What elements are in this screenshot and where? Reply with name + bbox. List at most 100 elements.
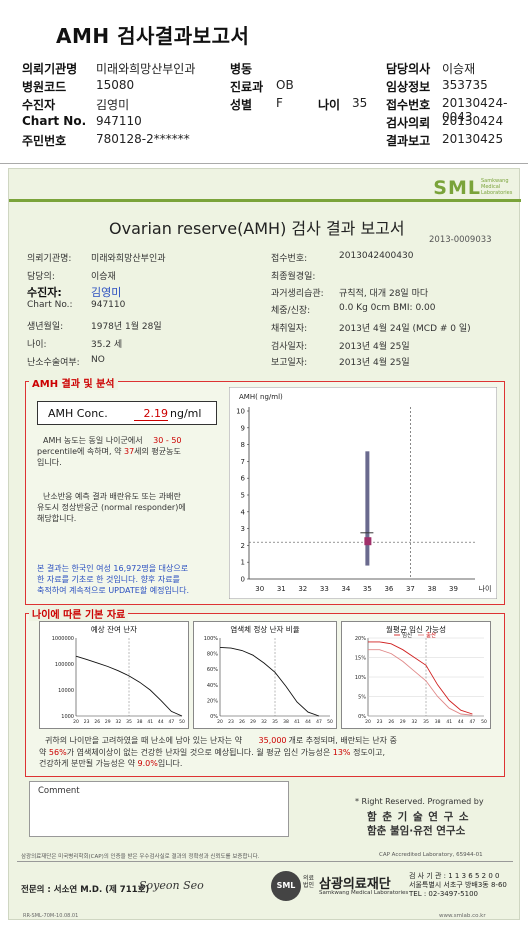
- header-label: 나이: [318, 98, 341, 112]
- header-value: 780128-2******: [96, 132, 190, 146]
- info-label: 생년월일:: [27, 322, 64, 332]
- specialist: 전문의 : 서소연 M.D. (제 711호): [21, 885, 150, 895]
- age-section-title: 나이에 따른 기본 자료: [29, 606, 129, 621]
- info-label: 난소수술여부:: [27, 358, 80, 368]
- header-label: 병원코드: [22, 80, 67, 94]
- mini-x-tick-label: 29: [250, 719, 256, 725]
- y-tick-label: 3: [241, 525, 245, 533]
- mini-x-tick-label: 35: [126, 719, 132, 725]
- lab-contact: 검 사 기 관 : 1 1 3 6 5 2 0 0 서울특별시 서초구 방배3동…: [409, 872, 507, 899]
- y-tick-label: 2: [241, 542, 245, 550]
- y-tick-label: 8: [241, 441, 245, 449]
- info-value: 1978년 1월 28일: [91, 322, 162, 332]
- sml-logo: SML: [433, 177, 481, 199]
- legend-birth-label: 출산: [426, 632, 436, 639]
- info-value: 2013년 4월 25일: [339, 358, 410, 368]
- summary-2c: 가 염색체이상이 없는 건강한 난자일 것으로 예상됩니다. 월 평균 임신 가…: [66, 747, 331, 757]
- header-label: Chart No.: [22, 114, 87, 128]
- info-value: 947110: [91, 300, 126, 310]
- mini-chart-normal-title: 염색체 정상 난자 비율: [230, 625, 300, 634]
- foundation-name: 삼광의료재단: [319, 877, 391, 892]
- mini-chart-eggs-title: 예상 잔여 난자: [90, 625, 138, 634]
- info-value: 2013042400430: [339, 251, 414, 261]
- legend-pregnancy-label: 임신: [402, 632, 412, 639]
- summary-birth-rate: 9.0%: [137, 759, 158, 768]
- mini-x-tick-label: 26: [94, 719, 100, 725]
- header-label: 임상정보: [386, 80, 431, 94]
- summary-3a: 건강하게 분만될 가능성은 약: [39, 759, 135, 768]
- header-value: F: [276, 96, 283, 110]
- y-tick-label: 5: [241, 492, 245, 500]
- info-label: Chart No.:: [27, 300, 73, 310]
- report-sheet: SML Samkwang Medical Laboratories Ovaria…: [8, 168, 521, 920]
- amh-text-3: 세의 평균농도: [134, 447, 181, 456]
- foundation-sub: Samkwang Medical Laboratories: [319, 890, 409, 896]
- y-tick-label: 0: [241, 576, 245, 584]
- x-axis-label: 나이: [479, 584, 492, 593]
- lab-phone: TEL : 02-3497-5100: [409, 890, 478, 898]
- response-prediction: 난소반응 예측 결과 배란유도 또는 과배란 유도시 정상반응군 (normal…: [37, 491, 227, 524]
- x-tick-label: 31: [277, 585, 286, 593]
- mini-x-tick-label: 32: [116, 719, 122, 725]
- age-range-bar: [365, 451, 370, 566]
- mini-x-tick-label: 32: [412, 719, 418, 725]
- mini-y-tick-label: 5%: [358, 695, 366, 701]
- header-value: 35: [352, 96, 368, 110]
- report-title: AMH 검사결과보고서: [56, 24, 250, 48]
- mini-x-tick-label: 47: [470, 719, 476, 725]
- mini-x-tick-label: 29: [400, 719, 406, 725]
- mini-y-tick-label: 100000: [55, 662, 74, 668]
- info-value: 규칙적, 대개 28일 마다: [339, 289, 429, 299]
- sml-seal: SML: [271, 871, 301, 901]
- header-value: 미래와희망산부인과: [96, 62, 196, 76]
- mini-x-tick-label: 20: [73, 719, 79, 725]
- sml-seal-text: SML: [276, 881, 296, 890]
- mini-y-tick-label: 100%: [204, 636, 219, 642]
- lab-name-1: 함 춘 기 술 연 구 소: [367, 811, 470, 823]
- lab-reg-number: 검 사 기 관 : 1 1 3 6 5 2 0 0: [409, 872, 500, 880]
- amh-text-2: percentile에 속하며, 약: [37, 447, 122, 456]
- x-tick-label: 30: [255, 585, 264, 593]
- amh-text-1: AMH 농도는 동일 나이군에서: [43, 436, 143, 445]
- mini-y-tick-label: 40%: [207, 683, 218, 689]
- mini-chart-pregnancy-frame: 월평균 임신 가능성 0% 5% 10% 15% 20% 20 23 26 29 32 35 38 41…: [341, 621, 491, 729]
- mini-x-tick-label: 23: [228, 719, 234, 725]
- x-tick-label: 35: [363, 585, 372, 593]
- header-value: 15080: [96, 78, 135, 92]
- info-value: 미래와희망산부인과: [91, 254, 166, 264]
- info-label: 검사일자:: [271, 342, 308, 352]
- amh-conc-unit: ng/ml: [170, 407, 202, 420]
- mini-x-tick-label: 23: [377, 719, 383, 725]
- header-value: 20130424: [442, 114, 504, 128]
- info-label: 보고일자:: [271, 358, 308, 368]
- y-tick-label: 10: [236, 408, 245, 416]
- header-value: 947110: [96, 114, 142, 128]
- x-tick-label: 36: [384, 585, 393, 593]
- mini-x-tick-label: 32: [261, 719, 267, 725]
- info-label: 과거생리습관:: [271, 289, 324, 299]
- mini-series-line: [368, 641, 473, 715]
- mini-chart-normal-frame: 염색체 정상 난자 비율 0% 20% 40% 60% 80% 100% 20 23 26 29 3…: [193, 621, 337, 729]
- header-value: 김영미: [96, 98, 130, 112]
- mini-x-tick-label: 20: [365, 719, 371, 725]
- summary-normal-ratio: 56%: [48, 747, 67, 757]
- y-axis-label: AMH( ng/ml): [239, 393, 283, 401]
- mini-x-tick-label: 50: [327, 719, 333, 725]
- lab-name-2: 함춘 불임·유전 연구소: [367, 825, 466, 837]
- amh-conc-label: AMH Conc.: [48, 407, 108, 420]
- header-divider: [0, 163, 528, 164]
- mini-x-tick-label: 38: [283, 719, 289, 725]
- amh-result-point: [364, 537, 372, 546]
- info-label: 채취일자:: [271, 324, 308, 334]
- header-label: 담당의사: [386, 62, 431, 76]
- lab-address: 서울특별시 서초구 방배3동 8-60: [409, 881, 507, 889]
- mini-y-tick-label: 15%: [355, 656, 366, 662]
- header-label: 병동: [230, 62, 253, 76]
- mini-x-tick-label: 38: [435, 719, 441, 725]
- comment-label: Comment: [38, 786, 80, 796]
- info-value: 김영미: [91, 286, 122, 299]
- mini-x-tick-label: 35: [272, 719, 278, 725]
- mini-y-tick-label: 80%: [207, 652, 218, 658]
- note-text-2: 한 자료를 기초로 한 것입니다. 향후 자료를: [37, 575, 180, 584]
- amh-interpretation: AMH 농도는 동일 나이군에서 30 - 50 percentile에 속하며…: [37, 435, 227, 468]
